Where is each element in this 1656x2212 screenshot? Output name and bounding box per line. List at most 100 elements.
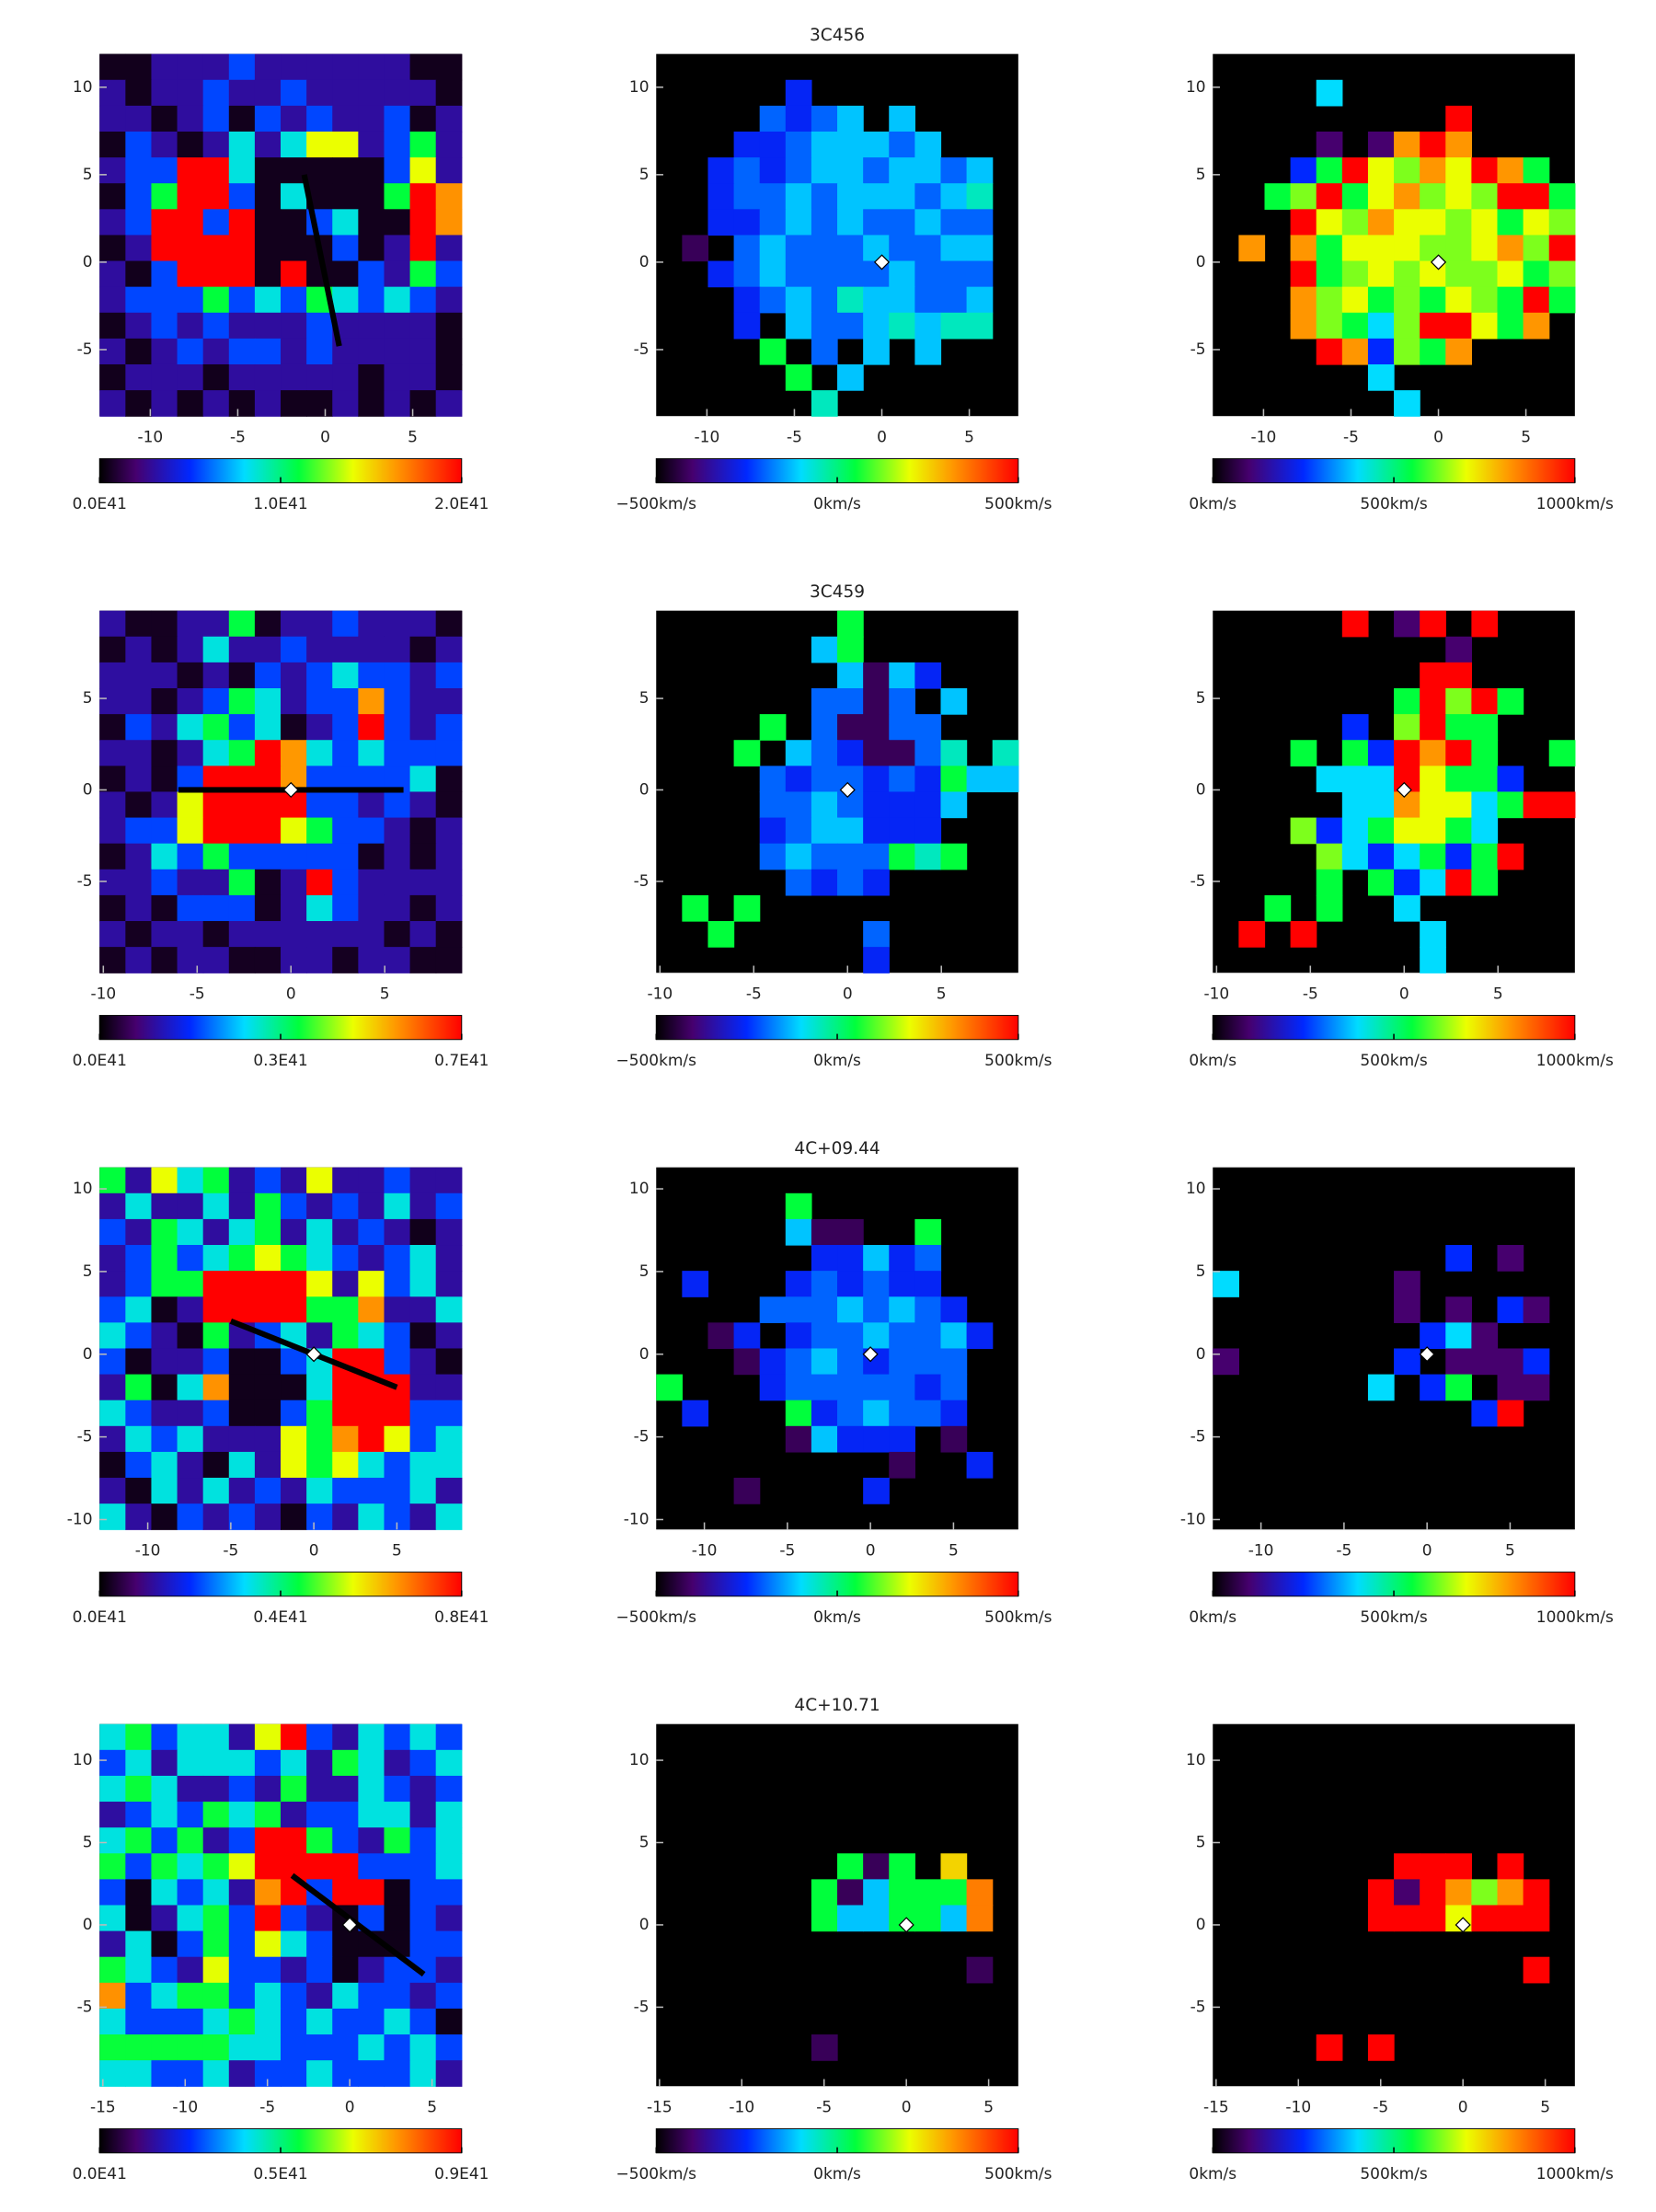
cell [177,1478,204,1504]
cell [151,636,178,663]
cell [202,791,230,819]
cell [1394,894,1420,922]
cell [99,1348,126,1376]
cell [384,1827,411,1854]
y-tick-label: 10 [73,1180,93,1198]
cell [863,662,890,689]
cell [733,740,761,766]
cell [332,947,359,974]
cell [1471,1322,1499,1350]
cell [202,338,230,365]
cell [358,1827,385,1854]
cell [1471,235,1499,262]
cell [863,740,890,766]
cell [358,1218,385,1246]
cell [332,1775,359,1803]
cell [228,1827,256,1854]
y-tick-label: 0 [639,1916,650,1934]
cell [177,1218,204,1246]
cell [177,869,204,896]
colorbar-tick-label: 0.9E41 [434,2165,489,2183]
cell [125,921,153,948]
cell [733,131,761,158]
cell [99,610,126,638]
cell [254,209,282,236]
x-tick-label: -5 [1343,428,1359,446]
cell [1445,714,1473,741]
cell [332,1723,359,1751]
cell [177,1503,204,1530]
cell [358,1478,385,1504]
cell [281,636,307,663]
cell [1497,1296,1524,1323]
cell [837,714,864,741]
cell [254,131,282,158]
cell [785,105,812,132]
cell [863,843,890,870]
cell [332,921,359,948]
cell [1445,688,1473,715]
cell [966,157,994,184]
cell [151,2034,178,2061]
cell [332,1167,359,1194]
cell [306,1853,333,1880]
cell [384,260,411,288]
y-tick-label: 10 [629,1180,650,1198]
cell [837,131,864,158]
cell [177,817,204,845]
cell [151,1451,178,1479]
cell [177,1192,204,1220]
cell [332,1245,359,1272]
y-tick-label: 5 [83,689,93,708]
cell [177,260,204,288]
cell [384,1905,411,1932]
cell [1213,1348,1239,1376]
cell [177,1245,204,1272]
cell [358,1775,385,1803]
cell [435,766,463,793]
cell [151,894,178,922]
cell [1523,1374,1550,1401]
cell [281,1218,307,1246]
cell [759,714,787,741]
center-marker [282,781,299,799]
cell [281,338,307,365]
cell [306,1374,333,1401]
cell [99,714,126,741]
cell [125,1167,153,1194]
cell [889,183,915,210]
cell [306,869,333,896]
cell [125,1478,153,1504]
cell [409,1192,437,1220]
y-tick-label: 5 [639,1834,650,1852]
cell [306,1425,333,1453]
cell [837,260,864,288]
cell [332,1271,359,1297]
cell [435,1451,463,1479]
cell [306,791,333,819]
cell [177,1827,204,1854]
cell [151,1478,178,1504]
y-tick-label: 0 [83,1345,93,1364]
cell [254,1167,282,1194]
cell [1394,338,1420,365]
cell [914,1218,942,1246]
cell [1523,1296,1550,1323]
cell [733,286,761,314]
cell [99,1218,126,1246]
cell [1548,740,1576,766]
cell [1445,338,1473,365]
cell [837,183,864,210]
cell [358,157,385,184]
cell [99,636,126,663]
cell [409,79,437,107]
cell [254,1296,282,1323]
cell [435,2034,463,2061]
cell [940,183,968,210]
cell [435,1348,463,1376]
cell [332,1956,359,1984]
cell [151,817,178,845]
cell [99,1503,126,1530]
cell [384,1348,411,1376]
cell [409,1296,437,1323]
